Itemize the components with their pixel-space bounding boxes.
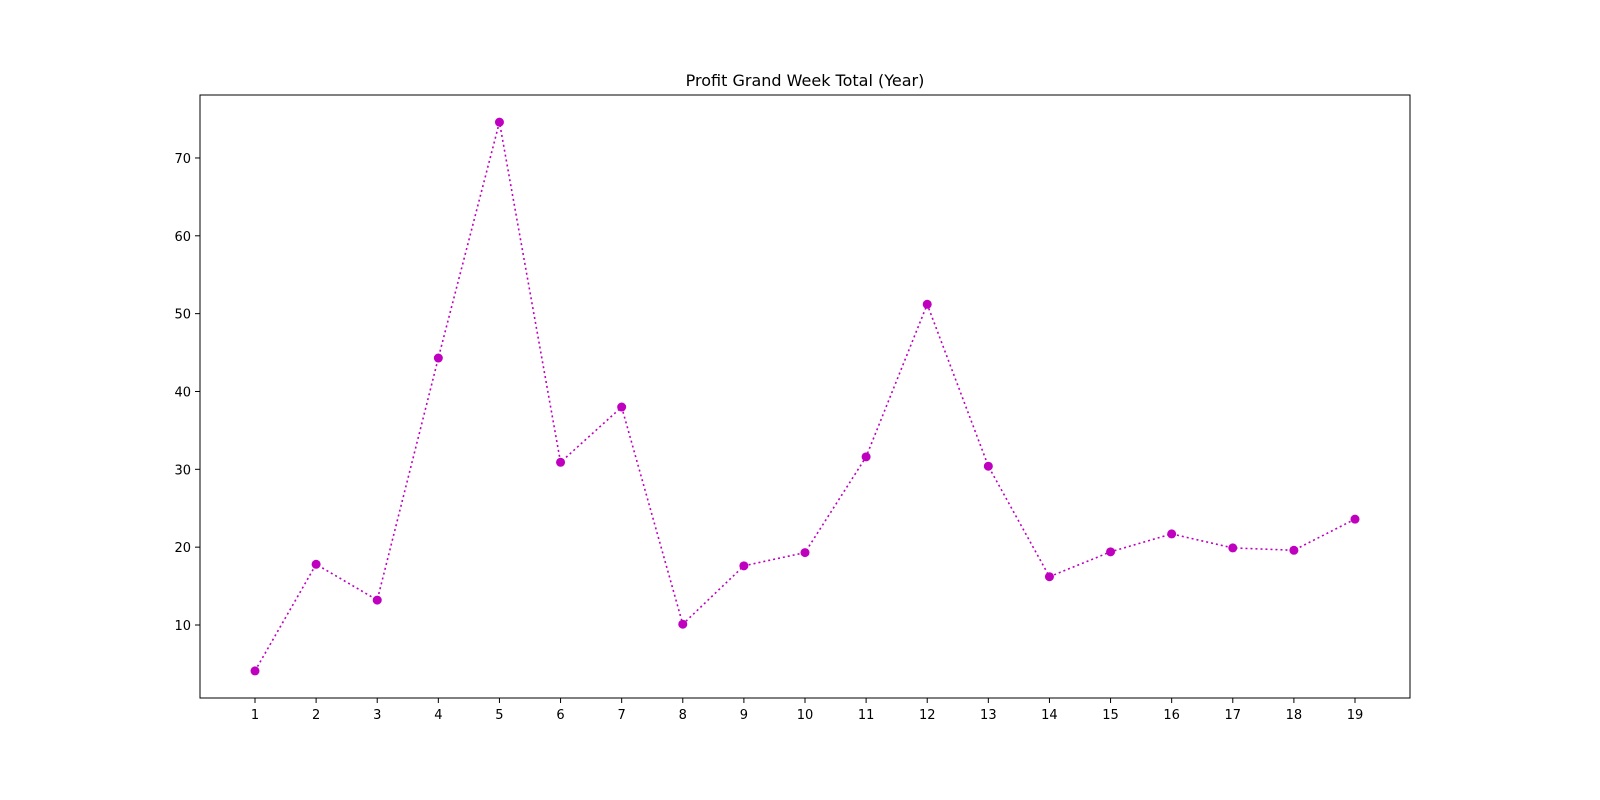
y-tick-label: 20 (174, 541, 191, 556)
data-point (1289, 545, 1299, 555)
data-point (617, 402, 627, 412)
data-point (433, 353, 443, 363)
x-tick-label: 7 (618, 708, 626, 723)
x-tick-label: 18 (1286, 708, 1303, 723)
data-point (311, 559, 321, 569)
data-point (494, 117, 504, 127)
x-tick-label: 13 (980, 708, 997, 723)
data-point (678, 619, 688, 629)
data-point (739, 561, 749, 571)
data-point (372, 595, 382, 605)
x-tick-label: 1 (251, 708, 259, 723)
x-tick-label: 10 (797, 708, 814, 723)
y-tick-label: 50 (174, 308, 191, 323)
data-point (1106, 547, 1116, 557)
y-tick-label: 30 (174, 463, 191, 478)
data-point (922, 299, 932, 309)
data-point (1044, 572, 1054, 582)
data-point (800, 548, 810, 558)
x-tick-label: 17 (1225, 708, 1242, 723)
x-tick-label: 12 (919, 708, 936, 723)
chart-title: Profit Grand Week Total (Year) (686, 71, 925, 90)
x-tick-label: 8 (679, 708, 687, 723)
data-point (250, 666, 260, 676)
data-point (1228, 543, 1238, 553)
x-tick-label: 15 (1102, 708, 1119, 723)
data-point (1350, 514, 1360, 524)
x-tick-label: 9 (740, 708, 748, 723)
x-tick-label: 11 (858, 708, 875, 723)
x-tick-label: 16 (1163, 708, 1180, 723)
x-tick-label: 3 (373, 708, 381, 723)
y-tick-label: 70 (174, 152, 191, 167)
plot-frame (199, 94, 1411, 699)
x-tick-label: 19 (1347, 708, 1364, 723)
x-tick-label: 2 (312, 708, 320, 723)
data-point (983, 461, 993, 471)
data-point (861, 452, 871, 462)
x-tick-label: 5 (495, 708, 503, 723)
x-tick-label: 14 (1041, 708, 1058, 723)
data-line (254, 121, 1356, 672)
data-point (1167, 529, 1177, 539)
x-tick-label: 4 (434, 708, 442, 723)
y-tick-label: 10 (174, 619, 191, 634)
y-tick-label: 60 (174, 230, 191, 245)
x-tick-label: 6 (556, 708, 564, 723)
y-tick-label: 40 (174, 385, 191, 400)
data-point (556, 457, 566, 467)
